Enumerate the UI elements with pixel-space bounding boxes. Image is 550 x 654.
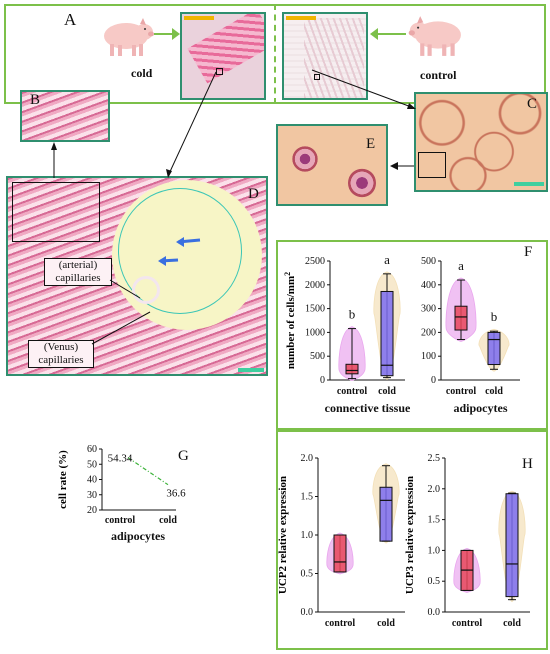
chart-f-left-y-tick-label: 1000 — [305, 327, 325, 338]
micrograph-control-overview — [282, 12, 368, 100]
panel-letter-e: E — [366, 136, 376, 152]
chart-f-left-significance-letter: a — [384, 252, 390, 267]
micrograph-c — [414, 92, 548, 192]
chart-h-left-x-tick-label: cold — [377, 618, 395, 629]
panel-letter-b: B — [30, 92, 41, 108]
panel-h-frame — [276, 430, 548, 650]
scale-bar — [286, 16, 316, 20]
panel-a-divider — [274, 4, 276, 104]
chart-g-y-label: cell rate (%) — [57, 450, 69, 509]
chart-f-left-y-label: number of cells/mm2 — [283, 272, 297, 369]
chart-h-right-y-label: UCP3 relative expression — [404, 476, 416, 594]
chart-f-left-significance-letter: b — [349, 307, 356, 322]
scale-bar — [238, 368, 264, 372]
chart-h-left-box — [379, 486, 393, 542]
chart-f-right-x-tick-label: cold — [485, 386, 503, 397]
chart-f-left-x-tick-label: control — [337, 386, 368, 397]
chart-f-right-y-tick-label: 300 — [421, 304, 436, 315]
micrograph-cold-overview — [180, 12, 266, 100]
label-arterial-capillaries: (arterial) capillaries — [44, 258, 112, 286]
chart-h-right-x-tick-label: cold — [503, 618, 521, 629]
chart-f-left-box — [380, 290, 394, 377]
panel-letter-d: D — [248, 186, 259, 202]
chart-g-y-tick-label: 60 — [87, 444, 97, 455]
chart-f-right-y-tick-label: 200 — [421, 327, 436, 338]
chart-h-left-x-tick-label: control — [325, 618, 356, 629]
chart-f-left-y-label-sup: 2 — [283, 272, 292, 276]
chart-f-left-x-label: connective tissue — [325, 401, 411, 415]
chart-f-left-y-tick-label: 2500 — [305, 256, 325, 267]
chart-g-series-line — [127, 457, 169, 486]
arrowhead-left — [172, 28, 180, 40]
connector-lines — [51, 69, 416, 345]
chart-h-right-y-tick-label: 1.0 — [428, 545, 441, 556]
arrowhead-right — [370, 28, 378, 40]
arrow-right-to-micro — [376, 33, 406, 35]
micrograph-e — [276, 124, 388, 206]
scale-bar — [514, 182, 544, 186]
chart-f-left-box — [345, 363, 359, 375]
chart-f-right-y-tick-label: 500 — [421, 256, 436, 267]
chart-f-left-y-tick-label: 1500 — [305, 304, 325, 315]
chart-f-right-significance-letter: b — [491, 309, 498, 324]
chart-f-left-y-tick-label: 2000 — [305, 280, 325, 291]
chart-h-right-x-tick-label: control — [452, 618, 483, 629]
arrow-left-to-micro — [154, 33, 178, 35]
chart-g-y-tick-label: 20 — [87, 505, 97, 516]
control-label: control — [420, 68, 457, 82]
chart-g-y-tick-label: 50 — [87, 459, 97, 470]
panel-letter-c: C — [527, 96, 538, 112]
chart-g-x-label: adipocytes — [111, 529, 165, 543]
chart-g-x-tick-label: cold — [159, 515, 177, 526]
panel-letter-g: G — [178, 448, 189, 464]
chart-h-left-y-tick-label: 2.0 — [301, 453, 314, 464]
scale-bar — [184, 16, 214, 20]
chart-f-right-x-label: adipocytes — [454, 401, 508, 415]
chart-h-left-y-label: UCP2 relative expression — [277, 476, 289, 594]
chart-h-left-box — [333, 534, 347, 573]
chart-h-right-y-tick-label: 1.5 — [428, 515, 441, 526]
chart-f-right-y-tick-label: 0 — [431, 375, 436, 386]
micrograph-b — [20, 90, 110, 142]
chart-h-right-y-tick-label: 0.0 — [428, 607, 441, 618]
panel-letter-a: A — [64, 10, 77, 29]
chart-h-left-y-tick-label: 0.0 — [301, 607, 314, 618]
chart-f-right-y-tick-label: 400 — [421, 280, 436, 291]
chart-g-y-tick-label: 40 — [87, 475, 97, 486]
chart-f-right-box — [487, 331, 501, 366]
chart-g-y-tick-label: 30 — [87, 490, 97, 501]
panel-f-frame — [276, 240, 548, 430]
cold-label: cold — [131, 66, 153, 80]
chart-f-right-box — [454, 305, 468, 331]
chart-g-data-label: 54.34 — [108, 453, 133, 465]
panel-letter-h: H — [522, 456, 533, 472]
pig-icon-left — [104, 18, 154, 56]
chart-f-left-y-tick-label: 0 — [320, 375, 325, 386]
panel-letter-f: F — [524, 244, 533, 260]
chart-f-left-y-tick-label: 500 — [310, 351, 325, 362]
chart-h-right-y-tick-label: 2.0 — [428, 484, 441, 495]
chart-h-right-y-tick-label: 2.5 — [428, 453, 441, 464]
chart-h-right-box — [505, 493, 519, 598]
blue-arrows — [158, 237, 201, 266]
chart-h-right-y-tick-label: 0.5 — [428, 576, 441, 587]
pig-icon-right — [408, 16, 461, 56]
chart-g-data-label: 36.6 — [166, 488, 186, 500]
label-venus-capillaries: (Venus) capillaries — [28, 340, 94, 368]
chart-f-right-x-tick-label: control — [446, 386, 477, 397]
chart-f-right-significance-letter: a — [458, 258, 464, 273]
chart-g-x-tick-label: control — [105, 515, 136, 526]
chart-h-left-y-tick-label: 1.5 — [301, 492, 314, 503]
chart-f-right-y-tick-label: 100 — [421, 351, 436, 362]
chart-h-left-y-tick-label: 1.0 — [301, 530, 314, 541]
chart-f-left-x-tick-label: cold — [378, 386, 396, 397]
chart-h-left-y-tick-label: 0.5 — [301, 569, 314, 580]
